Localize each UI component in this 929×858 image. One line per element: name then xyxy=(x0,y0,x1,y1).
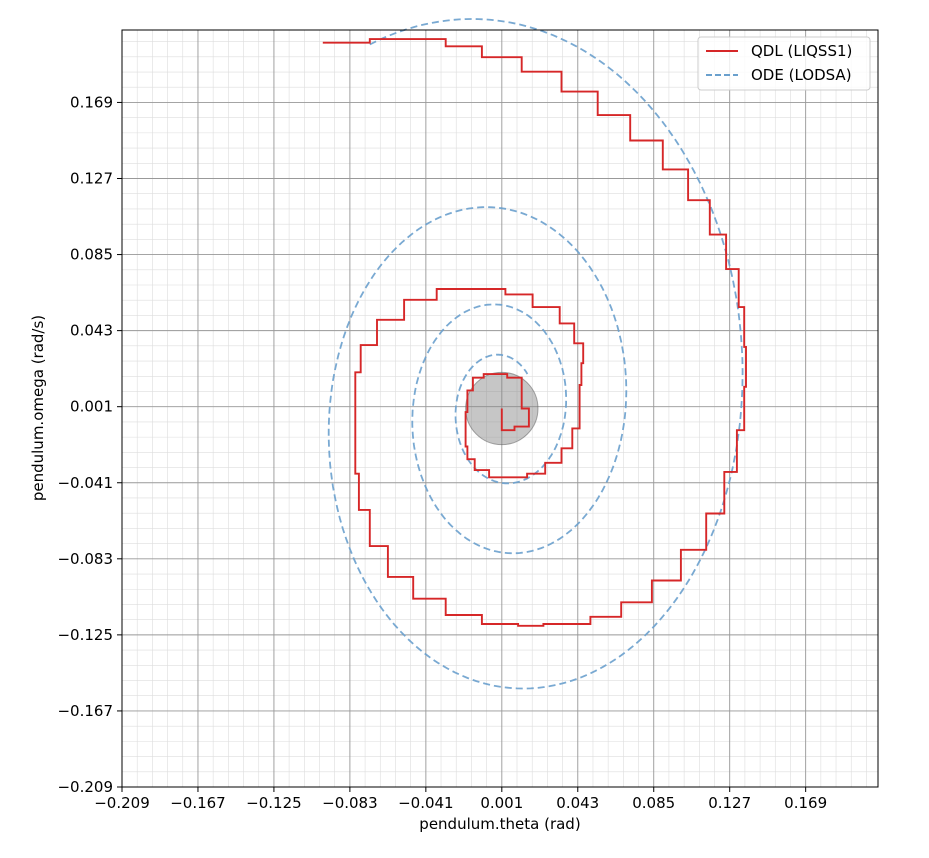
legend: QDL (LIQSS1) ODE (LODSA) xyxy=(697,36,871,91)
x-tick-label: 0.043 xyxy=(556,794,599,812)
y-tick-label: −0.083 xyxy=(57,550,113,568)
x-tick-label: −0.083 xyxy=(322,794,378,812)
x-tick-label: 0.001 xyxy=(480,794,523,812)
y-tick-label: 0.001 xyxy=(70,398,113,416)
x-tick-label: −0.209 xyxy=(94,794,150,812)
x-tick-label: 0.085 xyxy=(632,794,675,812)
x-axis-ticks: −0.209 −0.167 −0.125 −0.083 −0.041 0.001 0.043… xyxy=(94,787,827,812)
x-tick-label: −0.125 xyxy=(246,794,302,812)
series-layer xyxy=(322,18,747,690)
y-axis-ticks: −0.209 −0.167 −0.125 −0.083 −0.041 0.001 0.043… xyxy=(57,93,122,796)
qdl-series-line xyxy=(322,38,747,627)
x-tick-label: 0.169 xyxy=(784,794,827,812)
legend-label-qdl: QDL (LIQSS1) xyxy=(751,42,852,60)
plot-frame xyxy=(121,29,879,788)
x-axis-label: pendulum.theta (rad) xyxy=(419,815,580,833)
y-tick-label: 0.085 xyxy=(70,246,113,264)
y-tick-label: −0.125 xyxy=(57,626,113,644)
y-tick-label: 0.043 xyxy=(70,322,113,340)
x-tick-label: 0.127 xyxy=(708,794,751,812)
legend-label-ode: ODE (LODSA) xyxy=(751,66,852,84)
y-axis-label: pendulum.omega (rad/s) xyxy=(29,315,47,501)
y-tick-label: 0.169 xyxy=(70,93,113,111)
x-tick-label: −0.167 xyxy=(170,794,226,812)
y-tick-label: 0.127 xyxy=(70,170,113,188)
y-tick-label: −0.167 xyxy=(57,702,113,720)
x-tick-label: −0.041 xyxy=(398,794,454,812)
ode-series-line xyxy=(327,18,744,690)
plot-background xyxy=(122,30,878,787)
y-tick-label: −0.209 xyxy=(57,778,113,796)
y-tick-label: −0.041 xyxy=(57,474,113,492)
legend-box xyxy=(697,36,871,91)
